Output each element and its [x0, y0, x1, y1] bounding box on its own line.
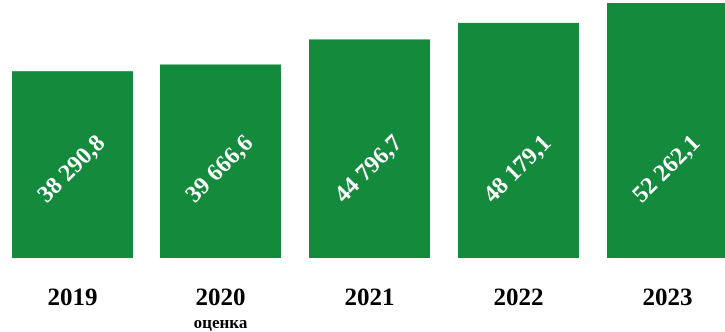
- bar-2022: [458, 22, 579, 259]
- x-tick-label-2022: 2022: [494, 284, 544, 311]
- x-tick-label-2019: 2019: [48, 284, 98, 311]
- bar-2019: [12, 71, 133, 258]
- bar-2021: [309, 39, 430, 259]
- x-tick-sublabel-2020: оценка: [194, 313, 248, 332]
- x-tick-label-2021: 2021: [345, 284, 395, 311]
- x-tick-label-2020: 2020: [196, 284, 246, 311]
- bar-2020: [160, 64, 281, 258]
- x-tick-label-2023: 2023: [643, 284, 693, 311]
- bar-2023: [607, 3, 725, 258]
